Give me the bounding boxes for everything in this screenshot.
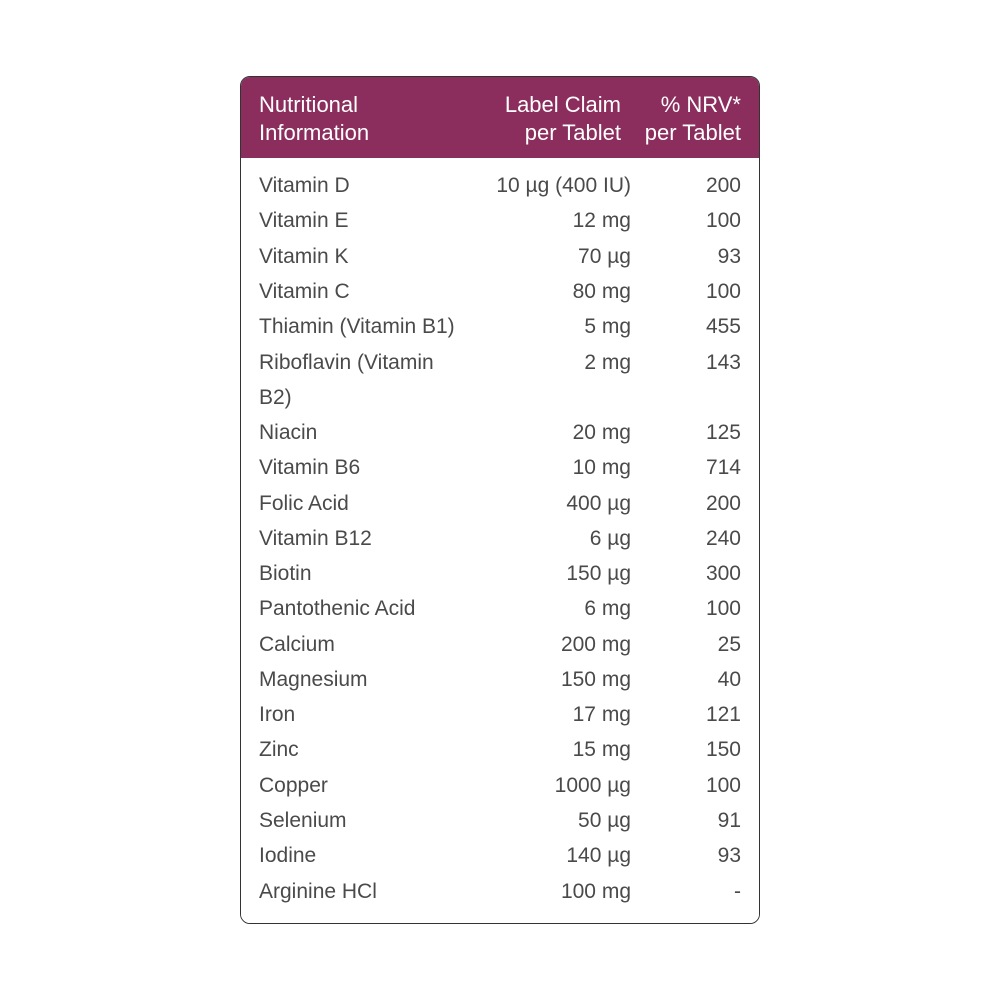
nrv-value: 25 (631, 627, 741, 662)
table-row: Vitamin B610 mg714 (259, 450, 741, 485)
table-row: Vitamin B126 µg240 (259, 521, 741, 556)
nutrient-name: Vitamin B12 (259, 521, 461, 556)
label-claim-value: 6 µg (461, 521, 631, 556)
table-row: Arginine HCl100 mg- (259, 874, 741, 909)
label-claim-value: 70 µg (461, 239, 631, 274)
table-row: Riboflavin (Vitamin B2)2 mg143 (259, 345, 741, 416)
header-col-claim: Label Claim per Tablet (451, 91, 621, 146)
nrv-value: 93 (631, 838, 741, 873)
header-col-nutritional: Nutritional Information (259, 91, 451, 146)
table-row: Pantothenic Acid6 mg100 (259, 591, 741, 626)
label-claim-value: 2 mg (461, 345, 631, 416)
nrv-value: 100 (631, 768, 741, 803)
nutrient-name: Calcium (259, 627, 461, 662)
label-claim-value: 400 µg (461, 486, 631, 521)
table-row: Vitamin E12 mg100 (259, 203, 741, 238)
label-claim-value: 20 mg (461, 415, 631, 450)
nrv-value: 125 (631, 415, 741, 450)
table-row: Copper1000 µg100 (259, 768, 741, 803)
nrv-value: 200 (631, 486, 741, 521)
table-row: Magnesium150 mg40 (259, 662, 741, 697)
label-claim-value: 150 µg (461, 556, 631, 591)
header-col2-line2: per Tablet (451, 119, 621, 147)
nutrient-name: Zinc (259, 732, 461, 767)
table-row: Vitamin K70 µg93 (259, 239, 741, 274)
nutrient-name: Vitamin K (259, 239, 461, 274)
label-claim-value: 10 mg (461, 450, 631, 485)
nutrient-name: Vitamin E (259, 203, 461, 238)
nutrient-name: Selenium (259, 803, 461, 838)
table-row: Calcium200 mg25 (259, 627, 741, 662)
label-claim-value: 1000 µg (461, 768, 631, 803)
nrv-value: 150 (631, 732, 741, 767)
nutrient-name: Pantothenic Acid (259, 591, 461, 626)
table-row: Vitamin D10 µg (400 IU)200 (259, 168, 741, 203)
nutrient-name: Biotin (259, 556, 461, 591)
nutrient-name: Iodine (259, 838, 461, 873)
nrv-value: - (631, 874, 741, 909)
label-claim-value: 12 mg (461, 203, 631, 238)
nutrient-name: Copper (259, 768, 461, 803)
nutrient-name: Niacin (259, 415, 461, 450)
label-claim-value: 140 µg (461, 838, 631, 873)
table-row: Selenium50 µg91 (259, 803, 741, 838)
nutrient-name: Arginine HCl (259, 874, 461, 909)
nutrient-name: Magnesium (259, 662, 461, 697)
table-row: Thiamin (Vitamin B1)5 mg455 (259, 309, 741, 344)
header-col3-line2: per Tablet (621, 119, 741, 147)
nutritional-info-panel: Nutritional Information Label Claim per … (240, 76, 760, 924)
label-claim-value: 100 mg (461, 874, 631, 909)
header-col3-line1: % NRV* (621, 91, 741, 119)
nrv-value: 40 (631, 662, 741, 697)
table-row: Folic Acid400 µg200 (259, 486, 741, 521)
table-header: Nutritional Information Label Claim per … (241, 77, 759, 158)
nutrient-name: Vitamin D (259, 168, 461, 203)
nutrient-name: Vitamin B6 (259, 450, 461, 485)
header-col1-line1: Nutritional (259, 91, 451, 119)
nrv-value: 200 (631, 168, 741, 203)
nutrient-name: Riboflavin (Vitamin B2) (259, 345, 461, 416)
header-col1-line2: Information (259, 119, 451, 147)
nrv-value: 121 (631, 697, 741, 732)
table-row: Vitamin C80 mg100 (259, 274, 741, 309)
table-row: Biotin150 µg300 (259, 556, 741, 591)
nrv-value: 100 (631, 274, 741, 309)
table-row: Zinc15 mg150 (259, 732, 741, 767)
nrv-value: 714 (631, 450, 741, 485)
nrv-value: 455 (631, 309, 741, 344)
nrv-value: 143 (631, 345, 741, 416)
table-row: Iodine140 µg93 (259, 838, 741, 873)
table-row: Niacin20 mg125 (259, 415, 741, 450)
nutrient-name: Folic Acid (259, 486, 461, 521)
label-claim-value: 50 µg (461, 803, 631, 838)
nrv-value: 300 (631, 556, 741, 591)
header-col2-line1: Label Claim (451, 91, 621, 119)
label-claim-value: 200 mg (461, 627, 631, 662)
label-claim-value: 10 µg (400 IU) (461, 168, 631, 203)
nutrient-name: Iron (259, 697, 461, 732)
nutrient-name: Thiamin (Vitamin B1) (259, 309, 461, 344)
label-claim-value: 150 mg (461, 662, 631, 697)
nutrient-name: Vitamin C (259, 274, 461, 309)
nrv-value: 100 (631, 591, 741, 626)
label-claim-value: 80 mg (461, 274, 631, 309)
table-row: Iron17 mg121 (259, 697, 741, 732)
nrv-value: 100 (631, 203, 741, 238)
table-body: Vitamin D10 µg (400 IU)200Vitamin E12 mg… (241, 158, 759, 923)
nrv-value: 91 (631, 803, 741, 838)
label-claim-value: 17 mg (461, 697, 631, 732)
nrv-value: 93 (631, 239, 741, 274)
label-claim-value: 6 mg (461, 591, 631, 626)
header-col-nrv: % NRV* per Tablet (621, 91, 741, 146)
label-claim-value: 5 mg (461, 309, 631, 344)
nrv-value: 240 (631, 521, 741, 556)
label-claim-value: 15 mg (461, 732, 631, 767)
